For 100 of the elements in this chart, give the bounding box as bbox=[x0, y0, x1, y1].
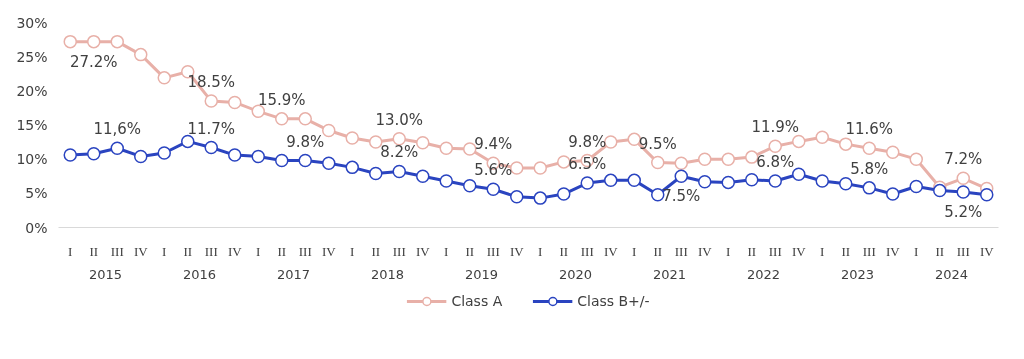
data-label: 11,6% bbox=[93, 120, 142, 139]
point bbox=[674, 169, 688, 183]
point bbox=[322, 156, 336, 170]
data-label: 6.8% bbox=[756, 153, 795, 172]
data-label: 9.4% bbox=[474, 135, 513, 154]
x-tick-label: II bbox=[371, 243, 381, 259]
text: 2023 bbox=[840, 266, 875, 282]
point bbox=[275, 153, 289, 168]
point bbox=[698, 174, 712, 189]
point bbox=[298, 112, 312, 126]
point bbox=[322, 123, 336, 138]
point bbox=[486, 182, 500, 196]
point bbox=[204, 94, 218, 108]
text: 2020 bbox=[558, 266, 593, 282]
point bbox=[369, 166, 383, 181]
data-label: 11.7% bbox=[187, 119, 236, 138]
x-tick-label: III bbox=[392, 243, 406, 259]
point bbox=[228, 95, 242, 110]
data-label: 18.5% bbox=[187, 73, 236, 92]
x-tick-label: III bbox=[580, 243, 594, 259]
point bbox=[63, 148, 77, 162]
x-tick-label: I bbox=[444, 243, 449, 259]
text: 2015 bbox=[88, 266, 123, 282]
point bbox=[909, 179, 923, 194]
x-tick-label: III bbox=[298, 243, 312, 259]
point bbox=[862, 181, 876, 195]
point bbox=[862, 141, 876, 155]
point bbox=[792, 167, 806, 181]
point bbox=[604, 173, 618, 188]
y-tick-label: 15% bbox=[16, 117, 48, 133]
x-tick-label: IV bbox=[603, 243, 619, 259]
x-tick-label: I bbox=[350, 243, 355, 259]
point bbox=[745, 150, 759, 164]
text: 2018 bbox=[370, 266, 405, 282]
point bbox=[416, 169, 430, 183]
point bbox=[674, 156, 688, 170]
point bbox=[627, 173, 641, 188]
point bbox=[392, 164, 406, 179]
x-tick-label: III bbox=[674, 243, 688, 259]
x-tick-label: I bbox=[726, 243, 731, 259]
point bbox=[839, 177, 853, 191]
x-tick-label: III bbox=[204, 243, 218, 259]
point bbox=[886, 187, 900, 201]
point bbox=[63, 34, 77, 49]
point bbox=[651, 155, 665, 170]
x-tick-label: III bbox=[956, 243, 970, 259]
data-label: 6.5% bbox=[568, 155, 607, 174]
point bbox=[698, 152, 712, 166]
y-tick-label: 5% bbox=[25, 185, 48, 202]
point bbox=[463, 142, 477, 156]
point bbox=[463, 179, 477, 193]
y-tick-label: 25% bbox=[16, 48, 48, 65]
point bbox=[839, 137, 853, 151]
x-tick-label: III bbox=[768, 243, 782, 259]
point bbox=[204, 140, 218, 155]
legend-label: Class B+/- bbox=[577, 293, 650, 309]
point bbox=[157, 146, 171, 160]
point bbox=[557, 187, 571, 201]
data-label: 13.0% bbox=[375, 110, 424, 129]
x-tick-label: I bbox=[632, 243, 637, 259]
text: 2024 bbox=[934, 266, 969, 282]
x-tick-label: III bbox=[110, 243, 124, 259]
point bbox=[134, 149, 148, 164]
point bbox=[792, 134, 806, 149]
point bbox=[110, 34, 124, 49]
point bbox=[275, 112, 289, 126]
text: 2017 bbox=[276, 266, 311, 282]
data-label: 5.6% bbox=[474, 161, 513, 180]
point bbox=[768, 139, 782, 153]
point bbox=[533, 191, 547, 205]
x-tick-label: II bbox=[559, 243, 569, 259]
point bbox=[439, 141, 453, 155]
data-label: 5.8% bbox=[850, 159, 889, 178]
x-tick-label: IV bbox=[133, 243, 149, 259]
point bbox=[181, 134, 195, 149]
text: 2016 bbox=[182, 266, 217, 282]
x-tick-label: IV bbox=[509, 243, 525, 259]
text: 2021 bbox=[652, 266, 687, 282]
point bbox=[134, 47, 148, 62]
x-tick-label: II bbox=[653, 243, 663, 259]
x-tick-label: IV bbox=[227, 243, 243, 259]
x-tick-label: I bbox=[68, 243, 73, 259]
x-tick-label: II bbox=[841, 243, 851, 259]
point bbox=[933, 183, 947, 198]
data-label: 9.5% bbox=[638, 134, 677, 153]
x-tick-label: III bbox=[862, 243, 876, 259]
x-tick-label: IV bbox=[885, 243, 901, 259]
point bbox=[439, 174, 453, 188]
point bbox=[110, 141, 124, 155]
y-tick-label: 0% bbox=[25, 219, 48, 236]
data-label: 11.9% bbox=[751, 118, 800, 137]
data-label: 11.6% bbox=[845, 120, 894, 139]
x-tick-label: II bbox=[183, 243, 193, 259]
point bbox=[392, 131, 406, 146]
point bbox=[228, 148, 242, 162]
point bbox=[251, 149, 265, 164]
data-label: 15.9% bbox=[257, 90, 306, 109]
point bbox=[815, 130, 829, 145]
x-tick-label: I bbox=[538, 243, 543, 259]
data-label: 9.8% bbox=[568, 132, 607, 151]
